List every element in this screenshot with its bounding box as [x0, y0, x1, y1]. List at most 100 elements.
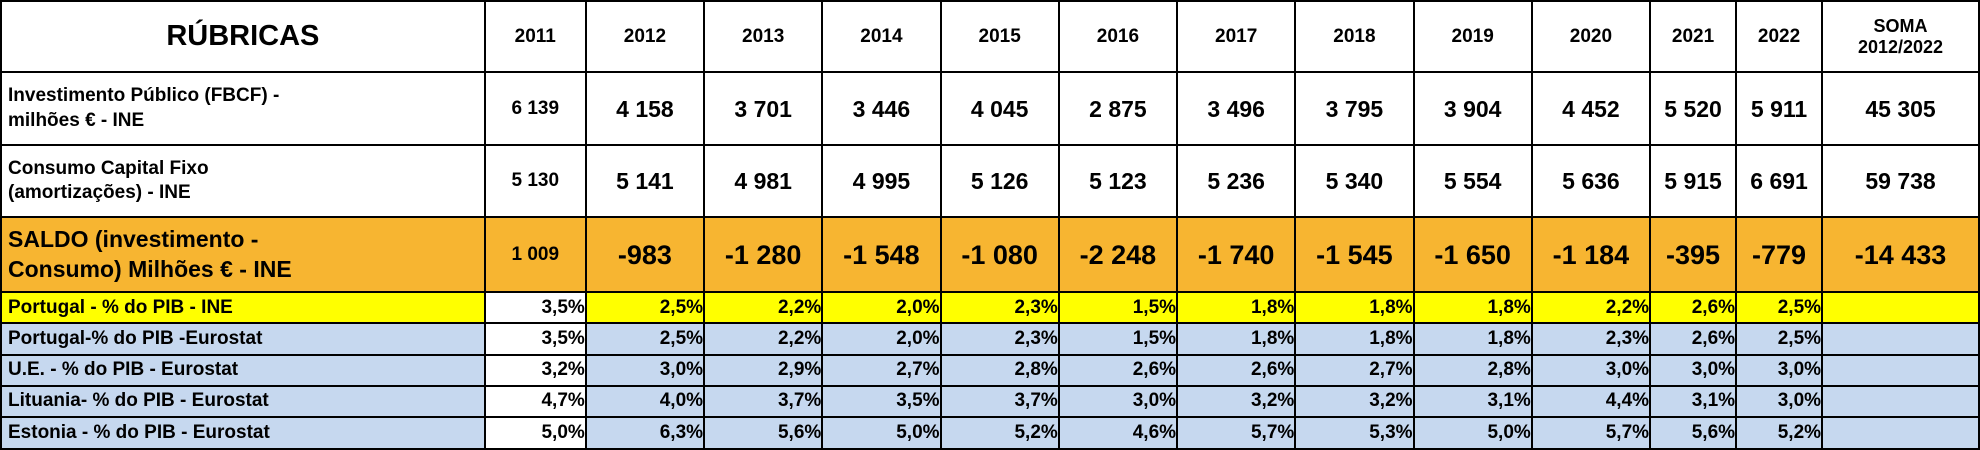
cell-soma: -14 433 — [1821, 216, 1980, 294]
row-label: Investimento Público (FBCF) - milhões € -… — [0, 71, 486, 146]
header-year-2020: 2020 — [1530, 0, 1652, 74]
cell-2019: 5 554 — [1412, 143, 1533, 219]
cell-2021: 2,6% — [1649, 291, 1738, 325]
cell-2022: 6 691 — [1735, 143, 1824, 219]
cell-2015: 2,3% — [939, 322, 1060, 356]
cell-soma: 45 305 — [1821, 71, 1980, 146]
cell-2017: 2,6% — [1176, 353, 1297, 387]
row-label-line1: Consumo Capital Fixo — [8, 157, 209, 179]
cell-2016: 4,6% — [1057, 415, 1179, 450]
cell-2016: 2 875 — [1057, 71, 1179, 146]
row-label-line1: Investimento Público (FBCF) - — [8, 85, 280, 107]
cell-2021: 5,6% — [1649, 415, 1738, 450]
cell-2014: 5,0% — [821, 415, 942, 450]
cell-2013: 3,7% — [703, 384, 824, 418]
header-year-2017: 2017 — [1176, 0, 1297, 74]
row-label-line2: Consumo) Milhões € - INE — [8, 255, 292, 282]
header-year-2014: 2014 — [821, 0, 942, 74]
row-lituania-eurostat: Lituania- % do PIB - Eurostat 4,7% 4,0% 3,7… — [0, 384, 1980, 418]
cell-2014: 2,0% — [821, 291, 942, 325]
cell-2019: 5,0% — [1412, 415, 1533, 450]
cell-2015: 5 126 — [939, 143, 1060, 219]
cell-2012: 2,5% — [584, 291, 706, 325]
cell-2022: 5,2% — [1735, 415, 1824, 450]
header-year-2018: 2018 — [1294, 0, 1415, 74]
cell-2018: 2,7% — [1294, 353, 1415, 387]
row-label: Estonia - % do PIB - Eurostat — [0, 415, 486, 450]
cell-2020: 2,3% — [1530, 322, 1652, 356]
cell-2022: 3,0% — [1735, 384, 1824, 418]
cell-2021: 3,1% — [1649, 384, 1738, 418]
cell-2012: 4 158 — [584, 71, 706, 146]
cell-2012: 4,0% — [584, 384, 706, 418]
cell-2018: 3,2% — [1294, 384, 1415, 418]
header-soma-line1: SOMA — [1873, 16, 1928, 36]
cell-2020: -1 184 — [1530, 216, 1652, 294]
cell-soma — [1821, 291, 1980, 325]
cell-2016: 1,5% — [1057, 322, 1179, 356]
cell-2015: 3,7% — [939, 384, 1060, 418]
cell-2017: 5,7% — [1176, 415, 1297, 450]
row-label: Consumo Capital Fixo (amortizações) - INE — [0, 143, 486, 219]
cell-soma — [1821, 322, 1980, 356]
header-year-2011: 2011 — [483, 0, 587, 74]
cell-2020: 2,2% — [1530, 291, 1652, 325]
cell-soma: 59 738 — [1821, 143, 1980, 219]
cell-2012: 5 141 — [584, 143, 706, 219]
cell-2019: 1,8% — [1412, 322, 1533, 356]
row-label: Portugal - % do PIB - INE — [0, 291, 486, 325]
cell-2011: 5 130 — [483, 143, 587, 219]
cell-2015: -1 080 — [939, 216, 1060, 294]
cell-2022: -779 — [1735, 216, 1824, 294]
cell-2016: 2,6% — [1057, 353, 1179, 387]
cell-2016: 3,0% — [1057, 384, 1179, 418]
cell-2011: 3,5% — [483, 322, 587, 356]
cell-soma — [1821, 353, 1980, 387]
cell-2015: 5,2% — [939, 415, 1060, 450]
cell-2020: 4 452 — [1530, 71, 1652, 146]
cell-2017: 3 496 — [1176, 71, 1297, 146]
cell-2021: 5 520 — [1649, 71, 1738, 146]
cell-2021: 5 915 — [1649, 143, 1738, 219]
cell-2022: 5 911 — [1735, 71, 1824, 146]
cell-2013: 2,9% — [703, 353, 824, 387]
cell-2016: 5 123 — [1057, 143, 1179, 219]
cell-2020: 5 636 — [1530, 143, 1652, 219]
row-consumo: Consumo Capital Fixo (amortizações) - INE… — [0, 143, 1980, 219]
header-row: RÚBRICAS 2011 2012 2013 2014 2015 2016 2… — [0, 0, 1980, 74]
header-soma: SOMA 2012/2022 — [1821, 0, 1980, 74]
cell-2017: 1,8% — [1176, 322, 1297, 356]
cell-2012: 3,0% — [584, 353, 706, 387]
cell-2011: 5,0% — [483, 415, 587, 450]
cell-2022: 3,0% — [1735, 353, 1824, 387]
cell-2015: 2,3% — [939, 291, 1060, 325]
cell-2012: 2,5% — [584, 322, 706, 356]
cell-2013: 3 701 — [703, 71, 824, 146]
cell-2020: 4,4% — [1530, 384, 1652, 418]
cell-soma — [1821, 384, 1980, 418]
cell-2018: -1 545 — [1294, 216, 1415, 294]
row-saldo: SALDO (investimento - Consumo) Milhões € … — [0, 216, 1980, 294]
cell-2019: 3,1% — [1412, 384, 1533, 418]
cell-2012: 6,3% — [584, 415, 706, 450]
cell-2021: 3,0% — [1649, 353, 1738, 387]
row-label: SALDO (investimento - Consumo) Milhões € … — [0, 216, 486, 294]
cell-2013: 5,6% — [703, 415, 824, 450]
header-year-2015: 2015 — [939, 0, 1060, 74]
cell-2020: 3,0% — [1530, 353, 1652, 387]
cell-2011: 4,7% — [483, 384, 587, 418]
cell-2014: -1 548 — [821, 216, 942, 294]
cell-2021: 2,6% — [1649, 322, 1738, 356]
cell-2016: -2 248 — [1057, 216, 1179, 294]
row-label: Lituania- % do PIB - Eurostat — [0, 384, 486, 418]
cell-2015: 2,8% — [939, 353, 1060, 387]
cell-2013: 2,2% — [703, 322, 824, 356]
row-portugal-eurostat: Portugal-% do PIB -Eurostat 3,5% 2,5% 2,2% 2… — [0, 322, 1980, 356]
cell-2019: -1 650 — [1412, 216, 1533, 294]
cell-2022: 2,5% — [1735, 291, 1824, 325]
cell-2019: 3 904 — [1412, 71, 1533, 146]
cell-2016: 1,5% — [1057, 291, 1179, 325]
cell-2011: 3,5% — [483, 291, 587, 325]
row-label-line2: (amortizações) - INE — [8, 182, 191, 204]
